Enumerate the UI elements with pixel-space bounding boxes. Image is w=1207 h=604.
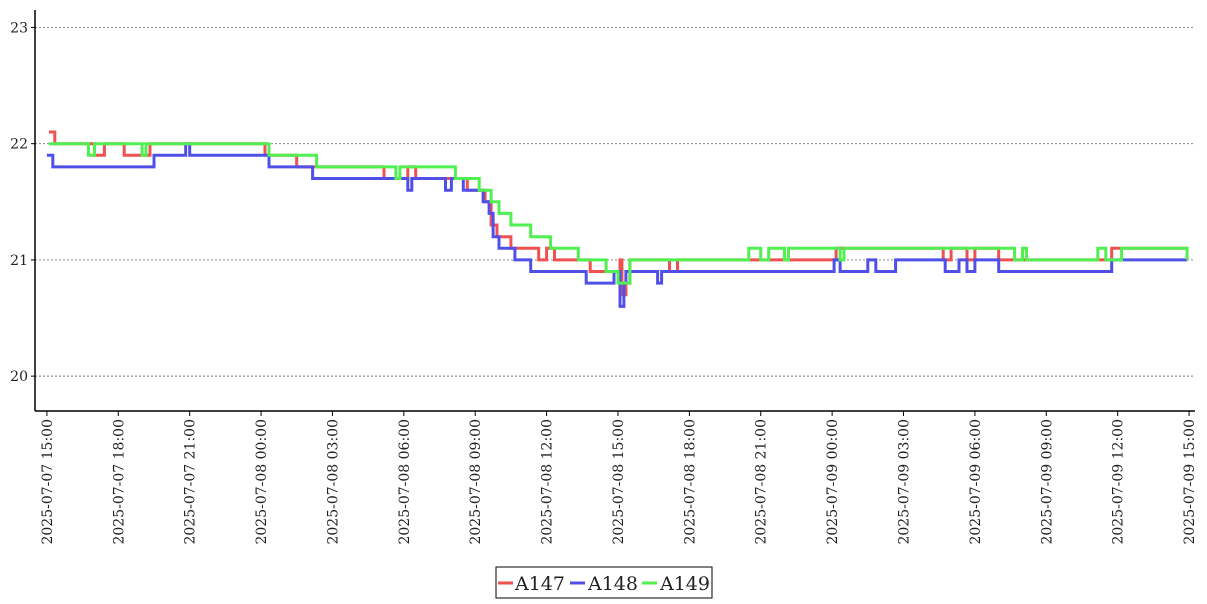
x-tick-label: 2025-07-07 15:00: [40, 419, 56, 545]
x-tick-labels: 2025-07-07 15:00 2025-07-07 18:00 2025-07-…: [40, 411, 1198, 545]
series-lines: [46, 130, 1189, 308]
x-tick-label: 2025-07-09 03:00: [897, 419, 913, 545]
legend-label-a147: A147: [514, 573, 565, 595]
gridlines: [35, 26, 1195, 377]
legend-label-a148: A148: [587, 573, 638, 595]
x-tick-label: 2025-07-08 00:00: [254, 419, 270, 545]
y-tick-labels: 20 21 22 23: [10, 20, 35, 385]
legend: A147 A148 A149: [495, 566, 713, 599]
x-tick-label: 2025-07-09 09:00: [1039, 419, 1055, 545]
axes: [34, 10, 1195, 412]
x-tick-label: 2025-07-09 06:00: [968, 419, 984, 545]
x-tick-label: 2025-07-08 21:00: [754, 419, 770, 545]
x-tick-label: 2025-07-09 12:00: [1111, 419, 1127, 545]
x-tick-label: 2025-07-07 21:00: [183, 419, 199, 545]
legend-label-a149: A149: [659, 573, 710, 595]
x-tick-label: 2025-07-08 03:00: [325, 419, 341, 545]
y-tick-label: 23: [10, 20, 28, 36]
x-tick-label: 2025-07-07 18:00: [111, 419, 127, 545]
x-tick-label: 2025-07-09 00:00: [825, 419, 841, 545]
series-line-a148: [46, 142, 1188, 308]
legend-box: [495, 566, 713, 599]
series-line-a149: [48, 142, 1189, 285]
y-tick-label: 21: [10, 253, 28, 269]
x-tick-label: 2025-07-08 15:00: [611, 419, 627, 545]
x-tick-label: 2025-07-08 06:00: [397, 419, 413, 545]
y-tick-label: 22: [10, 137, 28, 153]
y-tick-label: 20: [10, 369, 28, 385]
x-tick-label: 2025-07-08 12:00: [540, 419, 556, 545]
x-tick-label: 2025-07-08 09:00: [468, 419, 484, 545]
x-tick-label: 2025-07-09 15:00: [1182, 419, 1198, 545]
x-tick-label: 2025-07-08 18:00: [682, 419, 698, 545]
